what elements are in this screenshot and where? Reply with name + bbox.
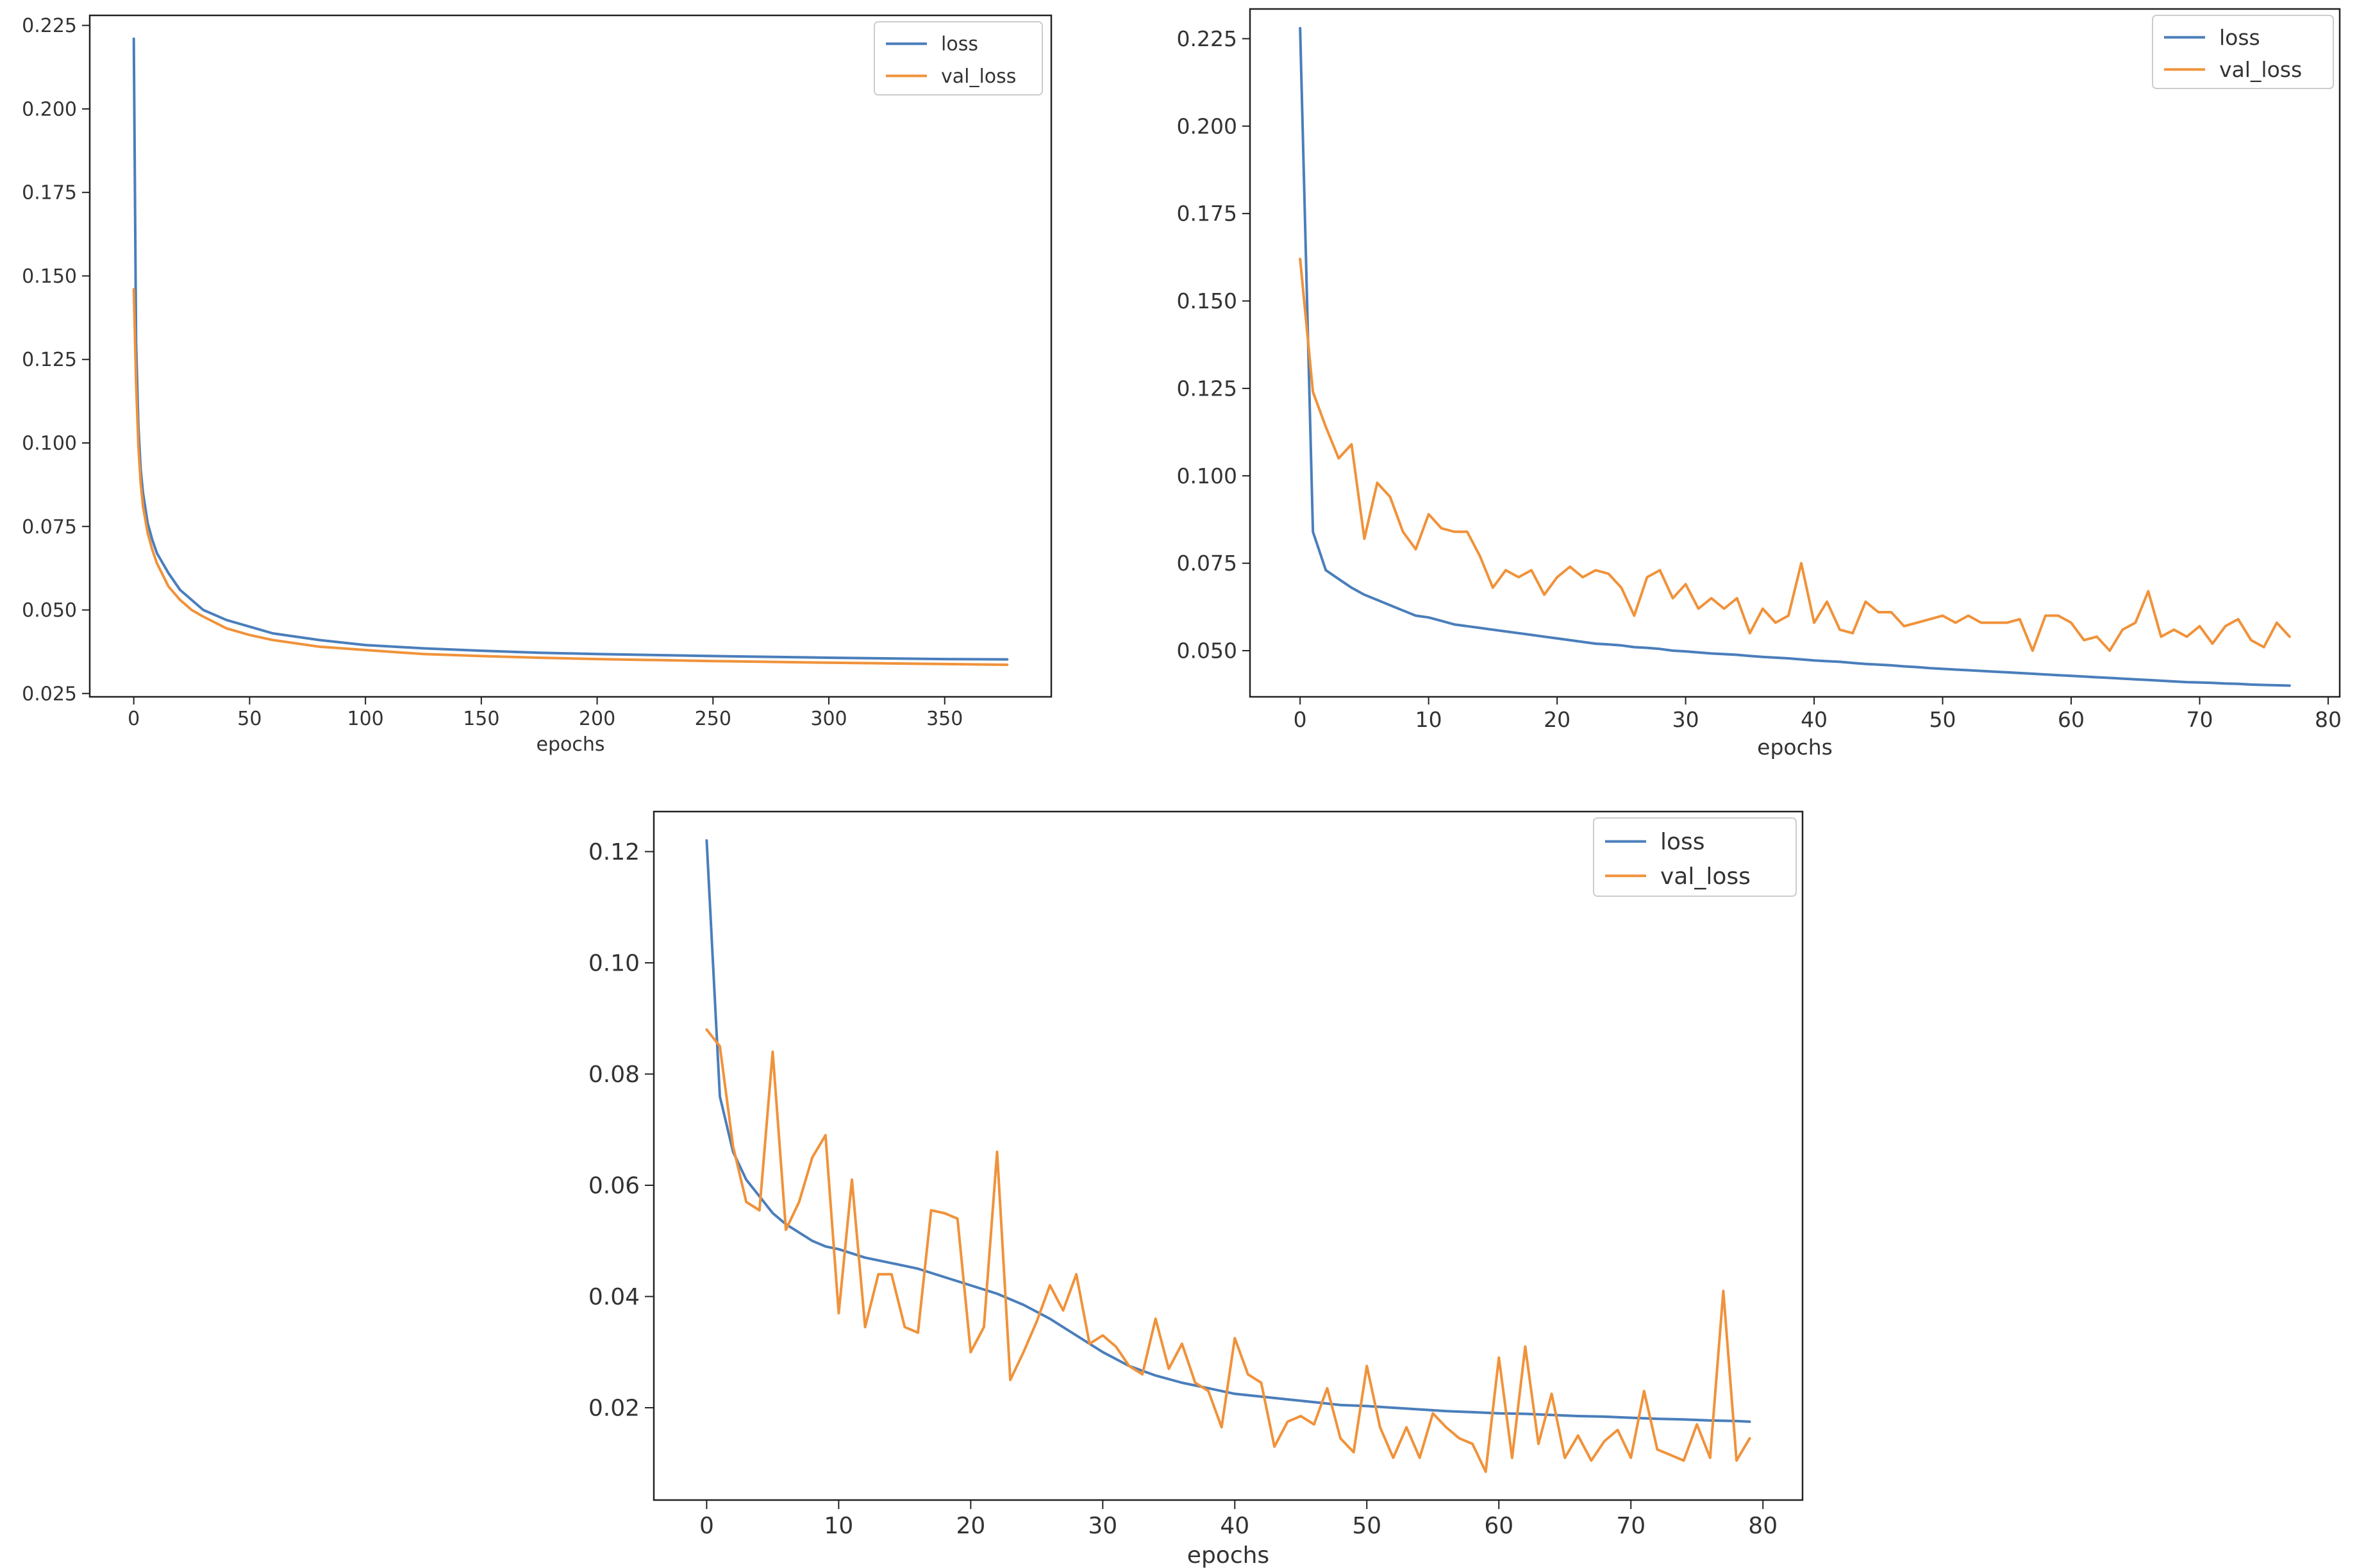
y-tick-label: 0.050: [22, 599, 77, 622]
x-tick-label: 0: [1294, 707, 1307, 732]
y-tick-label: 0.04: [588, 1284, 640, 1310]
x-tick-label: 0: [699, 1513, 714, 1539]
x-axis-label: epochs: [537, 733, 605, 756]
series-line-val-loss: [705, 1028, 1751, 1473]
y-tick-label: 0.200: [22, 98, 77, 121]
y-tick-label: 0.200: [1177, 113, 1237, 138]
legend-label-loss: loss: [941, 33, 978, 56]
plot-frame: [1249, 8, 2341, 698]
plot-frame: [88, 14, 1053, 698]
y-tick-label: 0.125: [22, 349, 77, 371]
chart-panel-bottom: 0 10 20 30 40 50 60 70 80 0.02 0.04 0.06 0.08 0.10 0.1…: [588, 810, 1804, 1568]
y-tick-label: 0.075: [22, 516, 77, 538]
y-tick-label: 0.225: [22, 15, 77, 37]
x-axis-label: epochs: [1187, 1542, 1269, 1568]
y-tick-label: 0.12: [588, 839, 640, 865]
x-tick-label: 80: [2315, 707, 2342, 732]
x-tick-label: 70: [1616, 1513, 1645, 1539]
x-tick-label: 30: [1088, 1513, 1117, 1539]
x-tick-label: 100: [347, 708, 383, 730]
y-tick-label: 0.08: [588, 1062, 640, 1088]
x-tick-label: 20: [1544, 707, 1570, 732]
chart-panel-top-right: 0 10 20 30 40 50 60 70 80 0.050 0.075 0.100 0.125 0.1…: [1177, 8, 2342, 760]
legend-label-val-loss: val_loss: [1660, 863, 1751, 890]
y-tick-label: 0.150: [22, 265, 77, 288]
x-tick-label: 200: [579, 708, 615, 730]
y-tick-label: 0.100: [22, 432, 77, 455]
y-tick-label: 0.075: [1177, 551, 1237, 576]
legend-label-val-loss: val_loss: [941, 65, 1016, 88]
y-tick-label: 0.175: [1177, 201, 1237, 226]
series-line-loss: [132, 37, 1009, 661]
y-tick-label: 0.06: [588, 1173, 640, 1199]
legend-label-val-loss: val_loss: [2219, 57, 2302, 82]
x-tick-label: 80: [1748, 1513, 1778, 1539]
legend-label-loss: loss: [1660, 829, 1705, 855]
x-tick-label: 300: [810, 708, 847, 730]
x-tick-label: 50: [1352, 1513, 1381, 1539]
y-tick-label: 0.050: [1177, 638, 1237, 663]
x-tick-label: 50: [1929, 707, 1956, 732]
x-tick-label: 50: [237, 708, 262, 730]
y-tick-label: 0.175: [22, 182, 77, 204]
x-tick-label: 70: [2186, 707, 2213, 732]
x-tick-label: 60: [1484, 1513, 1513, 1539]
x-tick-label: 10: [1415, 707, 1442, 732]
legend-label-loss: loss: [2219, 25, 2260, 50]
y-tick-label: 0.150: [1177, 288, 1237, 313]
x-axis-label: epochs: [1757, 735, 1833, 760]
x-tick-label: 10: [824, 1513, 853, 1539]
x-tick-label: 30: [1672, 707, 1699, 732]
y-tick-label: 0.02: [588, 1396, 640, 1422]
x-tick-label: 60: [2058, 707, 2085, 732]
x-tick-label: 20: [956, 1513, 985, 1539]
y-tick-label: 0.10: [588, 951, 640, 977]
series-line-loss: [1299, 27, 2291, 687]
x-tick-label: 40: [1801, 707, 1828, 732]
y-tick-label: 0.100: [1177, 463, 1237, 488]
x-tick-label: 0: [128, 708, 140, 730]
x-tick-label: 350: [926, 708, 963, 730]
y-tick-label: 0.125: [1177, 376, 1237, 401]
chart-panel-top-left: 0 50 100 150 200 250 300 350 0.025 0.050 0.075 0.10…: [22, 14, 1053, 756]
x-tick-label: 150: [463, 708, 499, 730]
y-tick-label: 0.225: [1177, 26, 1237, 51]
series-line-val-loss: [132, 288, 1009, 666]
x-tick-label: 250: [695, 708, 731, 730]
series-line-loss: [705, 839, 1751, 1423]
plot-frame: [653, 810, 1804, 1501]
series-line-val-loss: [1299, 258, 2291, 652]
x-tick-label: 40: [1220, 1513, 1249, 1539]
y-tick-label: 0.025: [22, 683, 77, 705]
